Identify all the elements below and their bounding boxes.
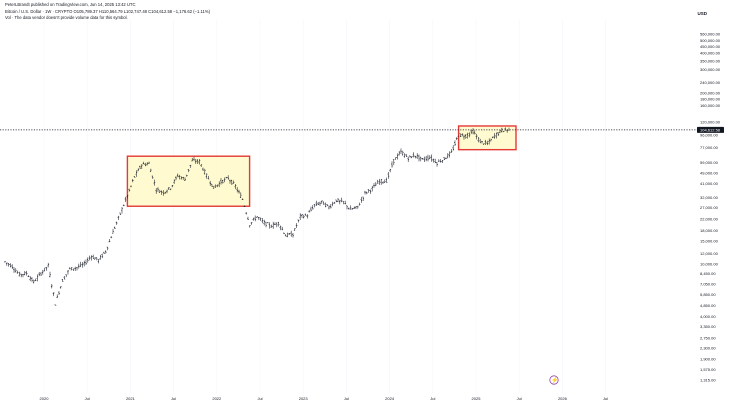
y-tick-label: 8,450.00 — [700, 271, 716, 276]
y-tick-label: 180,000.00 — [700, 96, 721, 101]
y-tick-label: 200,000.00 — [700, 90, 721, 95]
x-tick-label: 2026 — [558, 396, 568, 401]
y-tick-label: 96,000.00 — [700, 132, 719, 137]
symbol-info-line: Bitcoin / U.S. Dollar · 1W · CRYPTO O105… — [5, 9, 211, 14]
x-tick-label: 2022 — [212, 396, 222, 401]
x-tick-label: Jul — [517, 396, 522, 401]
y-tick-label: 4,000.00 — [700, 314, 716, 319]
x-tick-label: Jul — [344, 396, 349, 401]
y-tick-label: 18,000.00 — [700, 228, 719, 233]
x-tick-label: 2020 — [40, 396, 50, 401]
y-tick-label: 41,000.00 — [700, 181, 719, 186]
y-tick-label: 3,350.00 — [700, 324, 716, 329]
x-tick-label: 2024 — [385, 396, 395, 401]
y-tick-label: 500,000.00 — [700, 38, 721, 43]
y-tick-label: 1,315.00 — [700, 378, 716, 383]
y-tick-label: 27,000.00 — [700, 205, 719, 210]
x-tick-label: 2023 — [299, 396, 309, 401]
y-tick-label: 5,850.00 — [700, 292, 716, 297]
y-tick-label: 120,000.00 — [700, 120, 721, 125]
y-tick-label: 300,000.00 — [700, 67, 721, 72]
x-tick-label: 2025 — [472, 396, 482, 401]
y-tick-label: 2,300.00 — [700, 346, 716, 351]
x-tick-label: Jul — [430, 396, 435, 401]
y-tick-label: 560,000.00 — [700, 32, 721, 37]
chart-event-icon[interactable]: ⚡ — [549, 375, 559, 385]
svg-text:⚡: ⚡ — [551, 376, 558, 384]
y-tick-label: 12,000.00 — [700, 251, 719, 256]
currency-label: USD — [697, 11, 707, 16]
volume-note: Vol · The data vendor doesn't provide vo… — [5, 15, 128, 20]
y-tick-label: 450,000.00 — [700, 44, 721, 49]
y-tick-label: 400,000.00 — [700, 51, 721, 56]
x-axis: 2020 Jul 2021 Jul 2022 Jul 2023 Jul 2024 Jul 2025 J… — [40, 396, 609, 401]
y-tick-label: 7,050.00 — [700, 282, 716, 287]
y-tick-label: 32,000.00 — [700, 195, 719, 200]
y-tick-label: 1,900.00 — [700, 356, 716, 361]
y-tick-label: 59,000.00 — [700, 160, 719, 165]
y-tick-label: 4,850.00 — [700, 303, 716, 308]
y-tick-label: 77,000.00 — [700, 145, 719, 150]
y-tick-label: 49,000.00 — [700, 171, 719, 176]
x-tick-label: Jul — [603, 396, 608, 401]
y-tick-label: 350,000.00 — [700, 58, 721, 63]
y-tick-label: 160,000.00 — [700, 103, 721, 108]
x-tick-label: 2021 — [126, 396, 136, 401]
y-tick-label: 2,750.00 — [700, 335, 716, 340]
y-tick-label: 240,000.00 — [700, 80, 721, 85]
annotation-layer — [126, 125, 517, 207]
price-bars — [4, 127, 510, 306]
x-tick-label: Jul — [85, 396, 90, 401]
y-tick-label: 1,575.00 — [700, 367, 716, 372]
y-tick-label: 22,000.00 — [700, 216, 719, 221]
range-rectangle[interactable] — [126, 155, 251, 207]
current-price-tag: 104,612.58 — [697, 126, 724, 133]
x-tick-label: Jul — [257, 396, 262, 401]
vertical-grid — [43, 20, 606, 393]
y-tick-label: 10,000.00 — [700, 262, 719, 267]
y-tick-label: 15,000.00 — [700, 238, 719, 243]
x-tick-label: Jul — [171, 396, 176, 401]
svg-text:104,612.58: 104,612.58 — [700, 127, 721, 132]
published-by-text: PeterLBrandt published on TradingView.co… — [5, 2, 136, 7]
